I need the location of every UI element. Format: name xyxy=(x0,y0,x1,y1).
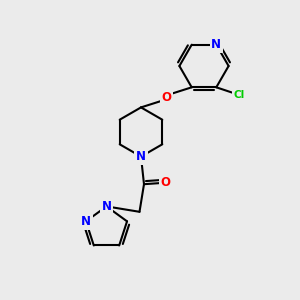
Text: N: N xyxy=(211,38,221,51)
Text: N: N xyxy=(136,150,146,163)
Text: O: O xyxy=(161,91,171,104)
Text: N: N xyxy=(101,200,112,213)
Text: N: N xyxy=(81,215,91,228)
Text: Cl: Cl xyxy=(233,90,244,100)
Text: O: O xyxy=(160,176,171,189)
